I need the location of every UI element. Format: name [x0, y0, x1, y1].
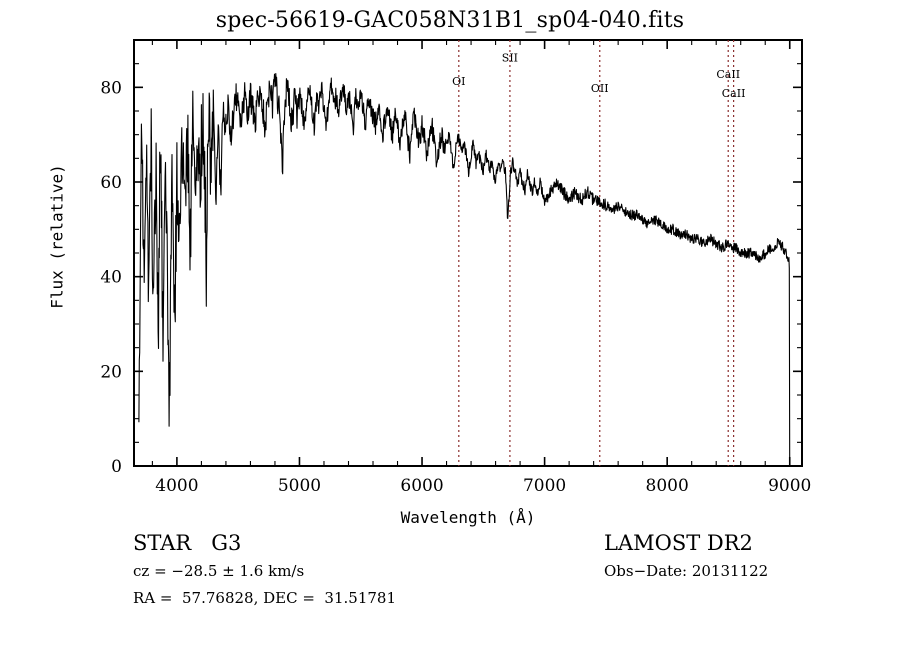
x-tick-label: 7000 — [523, 476, 566, 496]
spectral-line-markers — [458, 40, 735, 466]
spectral-line-label: CaII — [722, 87, 746, 100]
spectrum-path — [138, 72, 791, 462]
footer-left-column: STAR G3 cz = −28.5 ± 1.6 km/s RA = 57.76… — [133, 528, 593, 612]
x-tick-label: 6000 — [400, 476, 443, 496]
x-tick-label: 8000 — [646, 476, 689, 496]
x-tick-label: 4000 — [155, 476, 198, 496]
obs-date-label: Obs−Date: 20131122 — [604, 562, 769, 580]
footer-right-column: LAMOST DR2 Obs−Date: 20131122 — [604, 528, 894, 585]
spectral-line-label: OII — [591, 82, 609, 95]
footer-info: STAR G3 cz = −28.5 ± 1.6 km/s RA = 57.76… — [0, 528, 900, 638]
y-tick-label: 80 — [100, 78, 122, 98]
x-tick-label: 5000 — [278, 476, 321, 496]
y-tick-label: 0 — [111, 457, 122, 477]
x-axis-title: Wavelength (Å) — [400, 508, 536, 527]
y-axis-title: Flux (relative) — [47, 164, 67, 309]
spectrum-trace — [138, 72, 791, 462]
spectral-line-label: OI — [452, 75, 465, 88]
axis-ticks — [134, 39, 802, 467]
y-tick-label: 60 — [100, 173, 122, 193]
survey-label: LAMOST DR2 — [604, 531, 753, 555]
spectral-line-labels: OI SII OII CaII CaII — [452, 51, 745, 100]
spectral-line-label: SII — [502, 51, 518, 64]
axis-tick-labels: 4000 5000 6000 7000 8000 9000 0 20 40 60 80 — [100, 78, 811, 496]
x-tick-label: 9000 — [768, 476, 811, 496]
spectral-line-label: CaII — [716, 68, 740, 81]
coordinates-label: RA = 57.76828, DEC = 31.51781 — [133, 589, 397, 607]
page-title: spec-56619-GAC058N31B1_sp04-040.fits — [215, 8, 685, 33]
y-tick-label: 20 — [100, 362, 122, 382]
radial-velocity-label: cz = −28.5 ± 1.6 km/s — [133, 562, 305, 580]
y-tick-label: 40 — [100, 268, 122, 288]
object-class-label: STAR G3 — [133, 531, 242, 555]
